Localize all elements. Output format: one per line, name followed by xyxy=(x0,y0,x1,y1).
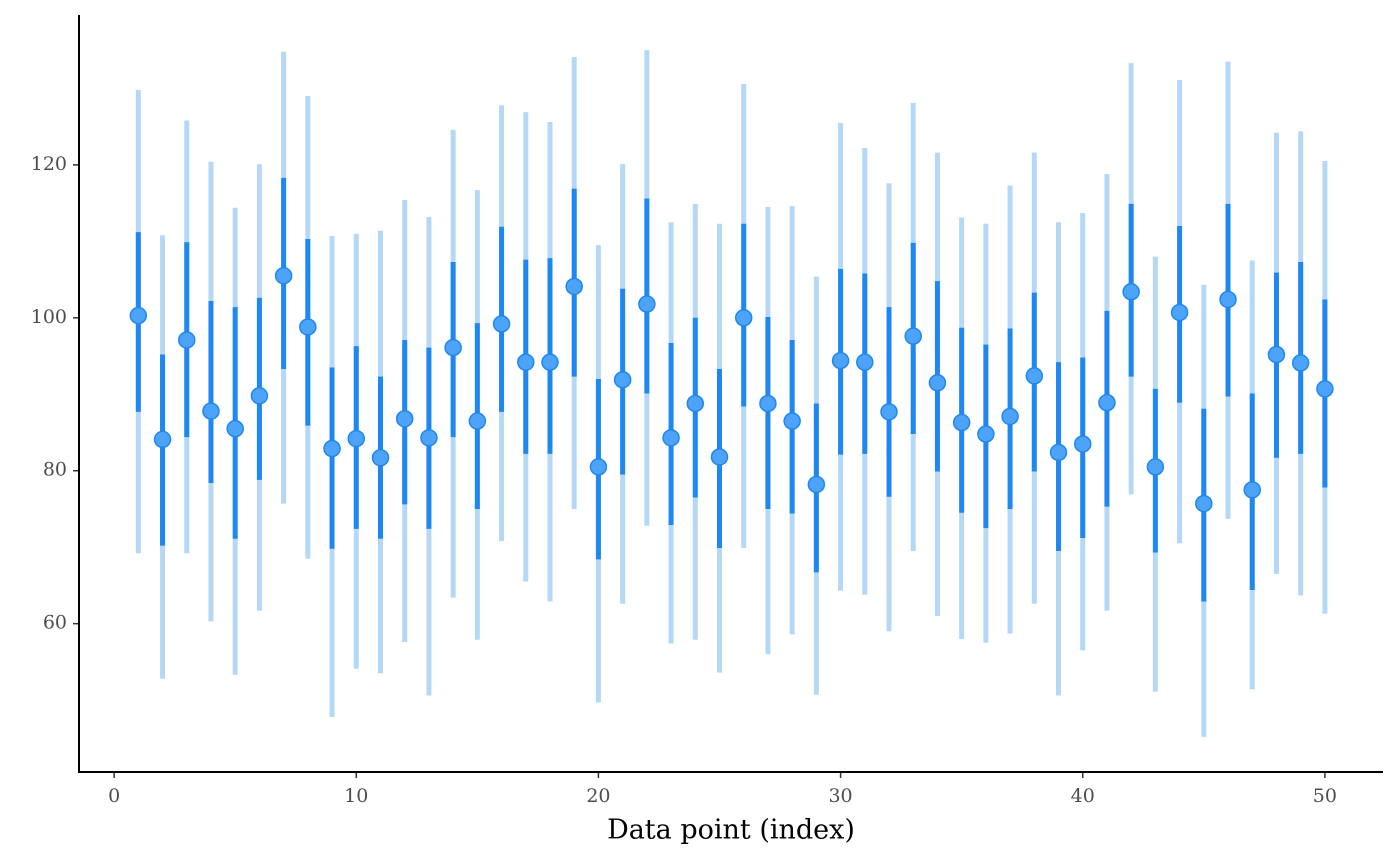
point xyxy=(1267,345,1286,364)
point xyxy=(202,402,220,420)
point xyxy=(420,429,438,447)
y-tick-label: 120 xyxy=(31,153,67,175)
point xyxy=(1122,283,1140,301)
point xyxy=(1219,290,1237,309)
x-tick-label: 20 xyxy=(586,785,610,807)
point xyxy=(492,315,511,333)
point xyxy=(468,412,487,430)
point xyxy=(638,295,656,313)
y-tick-label: 60 xyxy=(43,612,67,634)
point xyxy=(153,430,172,449)
x-tick-label: 10 xyxy=(344,785,368,807)
point xyxy=(952,413,971,432)
x-axis-title: Data point (index) xyxy=(607,815,855,846)
point xyxy=(517,353,535,371)
point xyxy=(1073,435,1092,453)
point xyxy=(613,370,632,389)
x-tick-label: 50 xyxy=(1313,785,1337,807)
point xyxy=(880,403,898,421)
point xyxy=(589,458,608,476)
point xyxy=(1291,354,1310,372)
x-tick-label: 30 xyxy=(828,785,852,807)
point xyxy=(686,394,705,413)
point xyxy=(710,448,729,466)
point xyxy=(565,277,583,296)
point xyxy=(299,318,317,336)
point xyxy=(662,429,680,447)
point xyxy=(541,353,559,371)
point xyxy=(783,412,801,430)
point xyxy=(1146,458,1165,476)
point xyxy=(1049,443,1068,462)
point xyxy=(856,353,874,371)
point xyxy=(977,425,995,443)
point xyxy=(250,387,269,405)
point xyxy=(904,327,922,345)
point xyxy=(1098,393,1116,412)
point xyxy=(1316,380,1334,398)
point xyxy=(129,306,148,325)
point xyxy=(831,351,850,370)
point xyxy=(323,439,341,458)
point xyxy=(1170,303,1189,322)
point xyxy=(444,338,462,357)
point xyxy=(928,374,947,392)
point xyxy=(178,331,196,349)
point xyxy=(759,394,777,413)
point xyxy=(1001,407,1019,426)
point xyxy=(395,409,414,428)
x-tick-label: 0 xyxy=(108,785,120,807)
y-tick-label: 100 xyxy=(31,306,67,328)
point xyxy=(1025,367,1044,385)
point xyxy=(1243,481,1261,499)
y-tick-label: 80 xyxy=(43,459,67,481)
point xyxy=(1195,494,1213,513)
point xyxy=(807,475,826,494)
point xyxy=(274,266,293,285)
point xyxy=(226,419,244,438)
x-tick-label: 40 xyxy=(1071,785,1095,807)
point xyxy=(734,309,753,327)
point xyxy=(371,448,390,467)
point xyxy=(347,429,366,448)
